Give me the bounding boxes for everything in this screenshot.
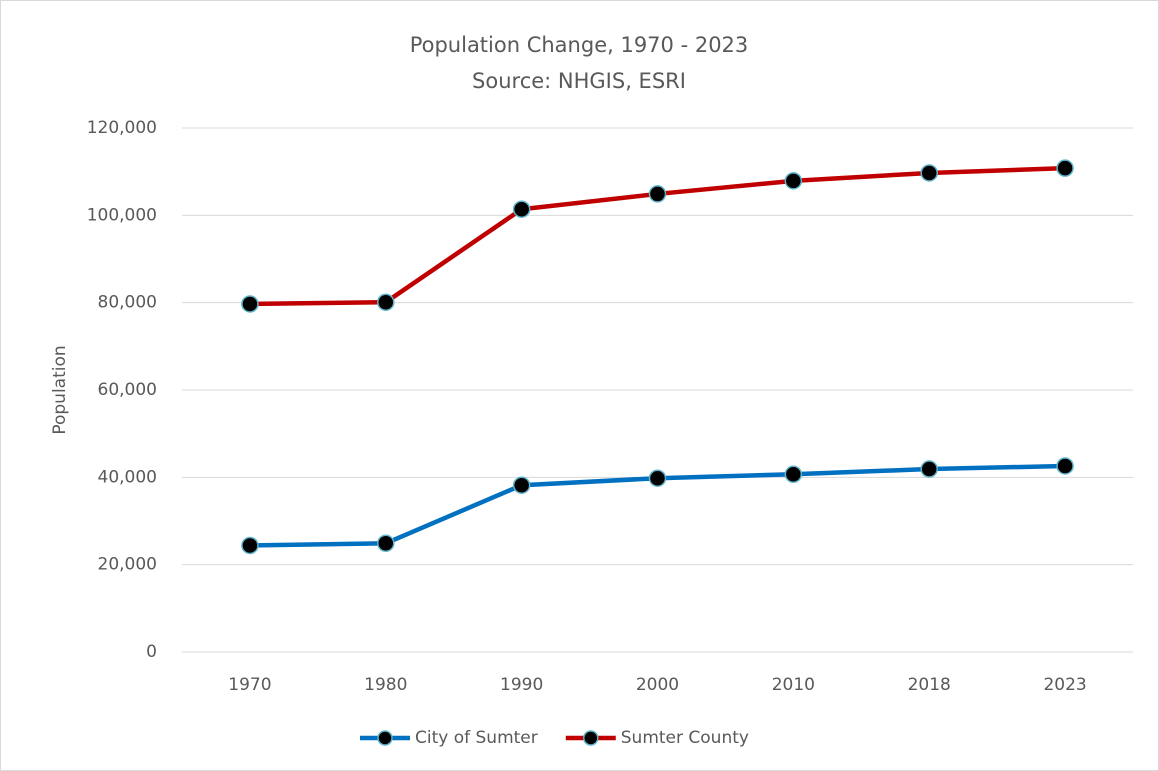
x-tick-label: 1970 (228, 675, 271, 695)
x-tick-label: 2018 (908, 675, 951, 695)
y-tick-label: 0 (146, 642, 157, 662)
x-tick-label: 2000 (636, 675, 679, 695)
marker (1056, 159, 1074, 177)
y-tick-label: 120,000 (87, 118, 157, 138)
marker (784, 172, 803, 190)
marker (512, 200, 531, 218)
marker (1056, 457, 1074, 475)
chart-subtitle: Source: NHGIS, ESRI (472, 69, 686, 93)
y-tick-label: 40,000 (98, 467, 157, 487)
marker (648, 185, 667, 203)
x-tick-label: 2023 (1043, 675, 1086, 695)
marker (241, 295, 259, 313)
legend-label: Sumter County (621, 728, 749, 748)
marker (512, 476, 531, 494)
marker (241, 536, 259, 555)
marker (920, 460, 938, 478)
y-tick-label: 20,000 (98, 555, 157, 575)
legend-label: City of Sumter (415, 728, 538, 748)
y-axis-label: Population (50, 345, 70, 434)
marker (377, 534, 395, 553)
chart-title: Population Change, 1970 - 2023 (410, 33, 749, 57)
marker (920, 164, 938, 182)
marker (377, 293, 395, 311)
y-tick-label: 80,000 (98, 293, 157, 313)
y-tick-label: 60,000 (98, 380, 157, 400)
y-tick-label: 100,000 (87, 205, 157, 225)
legend-marker (377, 730, 393, 746)
x-tick-label: 2010 (772, 675, 815, 695)
marker (784, 465, 803, 484)
legend-marker (583, 730, 599, 746)
x-tick-label: 1980 (364, 675, 407, 695)
marker (648, 469, 667, 487)
x-tick-label: 1990 (500, 675, 543, 695)
